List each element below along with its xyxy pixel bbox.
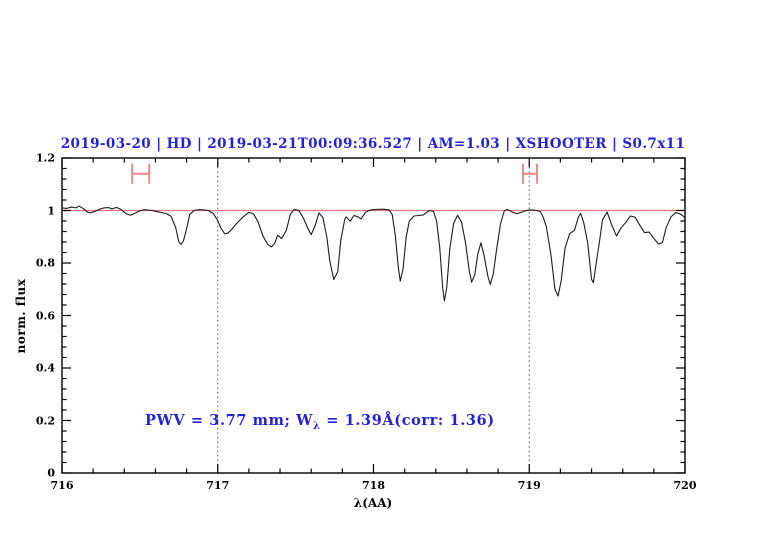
x-axis-label: λ(AA) (353, 496, 393, 510)
pwv-annotation: PWV = 3.77 mm; Wλ = 1.39Å(corr: 1.36) (145, 412, 495, 432)
y-tick-label: 1 (47, 204, 55, 217)
y-tick-label: 1.2 (35, 151, 55, 165)
plot-title: 2019-03-20 | HD | 2019-03-21T00:09:36.52… (60, 136, 686, 152)
pwv-annotation-suffix: = 1.39Å(corr: 1.36) (320, 412, 495, 430)
pwv-annotation-prefix: PWV = 3.77 mm; W (145, 412, 314, 430)
x-tick-label: 719 (517, 479, 541, 492)
spectrum-line (61, 205, 686, 302)
y-tick-label: 0.8 (35, 256, 55, 270)
y-tick-label: 0 (47, 466, 55, 480)
pwv-annotation-subscript: λ (313, 420, 321, 432)
y-tick-label: 0.4 (35, 361, 55, 375)
y-tick-label: 0.6 (35, 309, 55, 322)
y-axis-label: norm. flux (14, 278, 28, 354)
x-tick-label: 716 (50, 479, 74, 492)
y-tick-label: 0.2 (35, 414, 55, 427)
x-tick-label: 718 (362, 479, 385, 492)
x-tick-label: 717 (206, 479, 230, 492)
x-tick-label: 720 (673, 479, 697, 492)
